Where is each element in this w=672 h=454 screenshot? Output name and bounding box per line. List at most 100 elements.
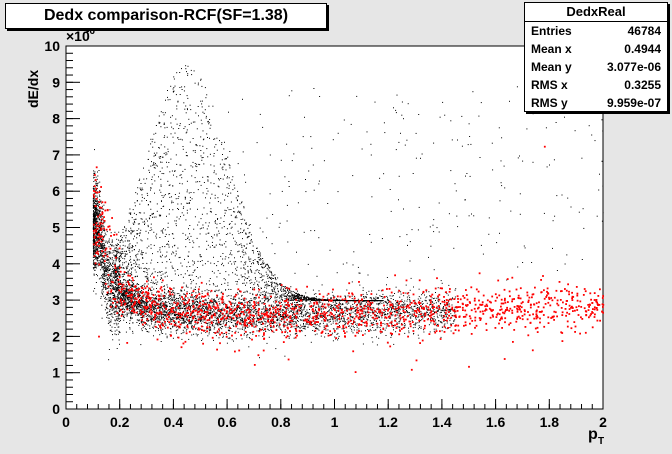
- data-point: [111, 307, 113, 309]
- data-point: [154, 323, 156, 325]
- data-point: [433, 302, 435, 304]
- data-point: [371, 337, 373, 339]
- data-point: [331, 334, 333, 336]
- data-point: [114, 281, 116, 283]
- data-point: [228, 320, 229, 322]
- data-point: [96, 209, 98, 210]
- data-point: [108, 276, 110, 278]
- data-point: [352, 311, 354, 313]
- data-point: [153, 308, 155, 310]
- data-point: [450, 309, 452, 311]
- data-point: [136, 305, 138, 307]
- data-point: [203, 312, 204, 314]
- data-point: [180, 319, 182, 321]
- data-point: [177, 298, 179, 299]
- data-point: [211, 307, 213, 309]
- data-point: [330, 316, 332, 318]
- data-point: [100, 246, 102, 248]
- data-point: [413, 324, 415, 326]
- data-point: [215, 323, 217, 325]
- data-point: [197, 316, 199, 318]
- data-point: [102, 252, 104, 254]
- data-point: [409, 299, 411, 301]
- data-point: [123, 311, 125, 313]
- data-point: [213, 301, 215, 303]
- data-point: [376, 303, 378, 305]
- data-point: [93, 273, 95, 275]
- data-point: [451, 304, 453, 306]
- data-point: [432, 305, 434, 307]
- data-point: [225, 326, 227, 328]
- data-point: [195, 301, 197, 303]
- data-point: [108, 251, 110, 252]
- data-point: [399, 320, 401, 322]
- data-point: [113, 289, 115, 291]
- data-point: [314, 320, 316, 322]
- data-point: [402, 305, 404, 307]
- data-point: [289, 311, 290, 313]
- data-point: [301, 312, 302, 314]
- data-point: [345, 302, 347, 304]
- data-point: [165, 333, 167, 335]
- data-point: [147, 308, 149, 310]
- data-point: [375, 321, 377, 322]
- data-point: [98, 209, 100, 211]
- data-point: [142, 301, 144, 303]
- data-point: [209, 317, 210, 319]
- data-point: [252, 308, 254, 310]
- data-point: [241, 313, 243, 315]
- data-point: [278, 304, 280, 306]
- data-point: [288, 295, 290, 297]
- data-point: [365, 312, 367, 314]
- data-point: [353, 327, 355, 328]
- data-point: [93, 262, 95, 264]
- data-point: [192, 328, 194, 330]
- data-point: [129, 308, 131, 310]
- data-point: [93, 227, 95, 229]
- data-point: [285, 330, 287, 332]
- data-point: [230, 298, 232, 299]
- data-point: [188, 321, 190, 323]
- data-point: [110, 303, 112, 305]
- data-point: [397, 317, 399, 319]
- data-point: [116, 324, 118, 326]
- data-point: [175, 318, 177, 320]
- data-point: [274, 314, 276, 316]
- data-point: [295, 305, 297, 307]
- data-point: [116, 319, 118, 321]
- data-point: [161, 316, 162, 318]
- data-point: [107, 272, 109, 274]
- data-point: [387, 297, 388, 299]
- data-point: [118, 306, 120, 308]
- data-point: [216, 332, 218, 334]
- data-point: [227, 282, 229, 284]
- data-point: [316, 310, 318, 312]
- data-point: [438, 320, 440, 322]
- data-point: [320, 335, 322, 337]
- data-point: [93, 237, 94, 238]
- data-point: [350, 310, 352, 312]
- data-point: [150, 321, 152, 323]
- data-point: [100, 255, 102, 257]
- data-point: [209, 325, 211, 327]
- data-point: [429, 304, 430, 306]
- data-point: [369, 312, 371, 314]
- data-point: [393, 329, 394, 331]
- data-point: [93, 227, 95, 229]
- data-point: [128, 298, 130, 300]
- data-point: [93, 206, 94, 208]
- data-point: [347, 309, 349, 311]
- data-point: [306, 309, 308, 311]
- data-point: [267, 329, 269, 330]
- data-point: [297, 309, 299, 311]
- data-point: [119, 317, 121, 319]
- data-point: [287, 323, 289, 325]
- data-point: [338, 337, 339, 339]
- data-point: [141, 304, 143, 306]
- data-point: [212, 302, 214, 304]
- data-point: [119, 266, 121, 268]
- data-point: [330, 307, 332, 309]
- data-point: [418, 296, 420, 298]
- data-point: [158, 306, 160, 308]
- data-point: [95, 206, 97, 208]
